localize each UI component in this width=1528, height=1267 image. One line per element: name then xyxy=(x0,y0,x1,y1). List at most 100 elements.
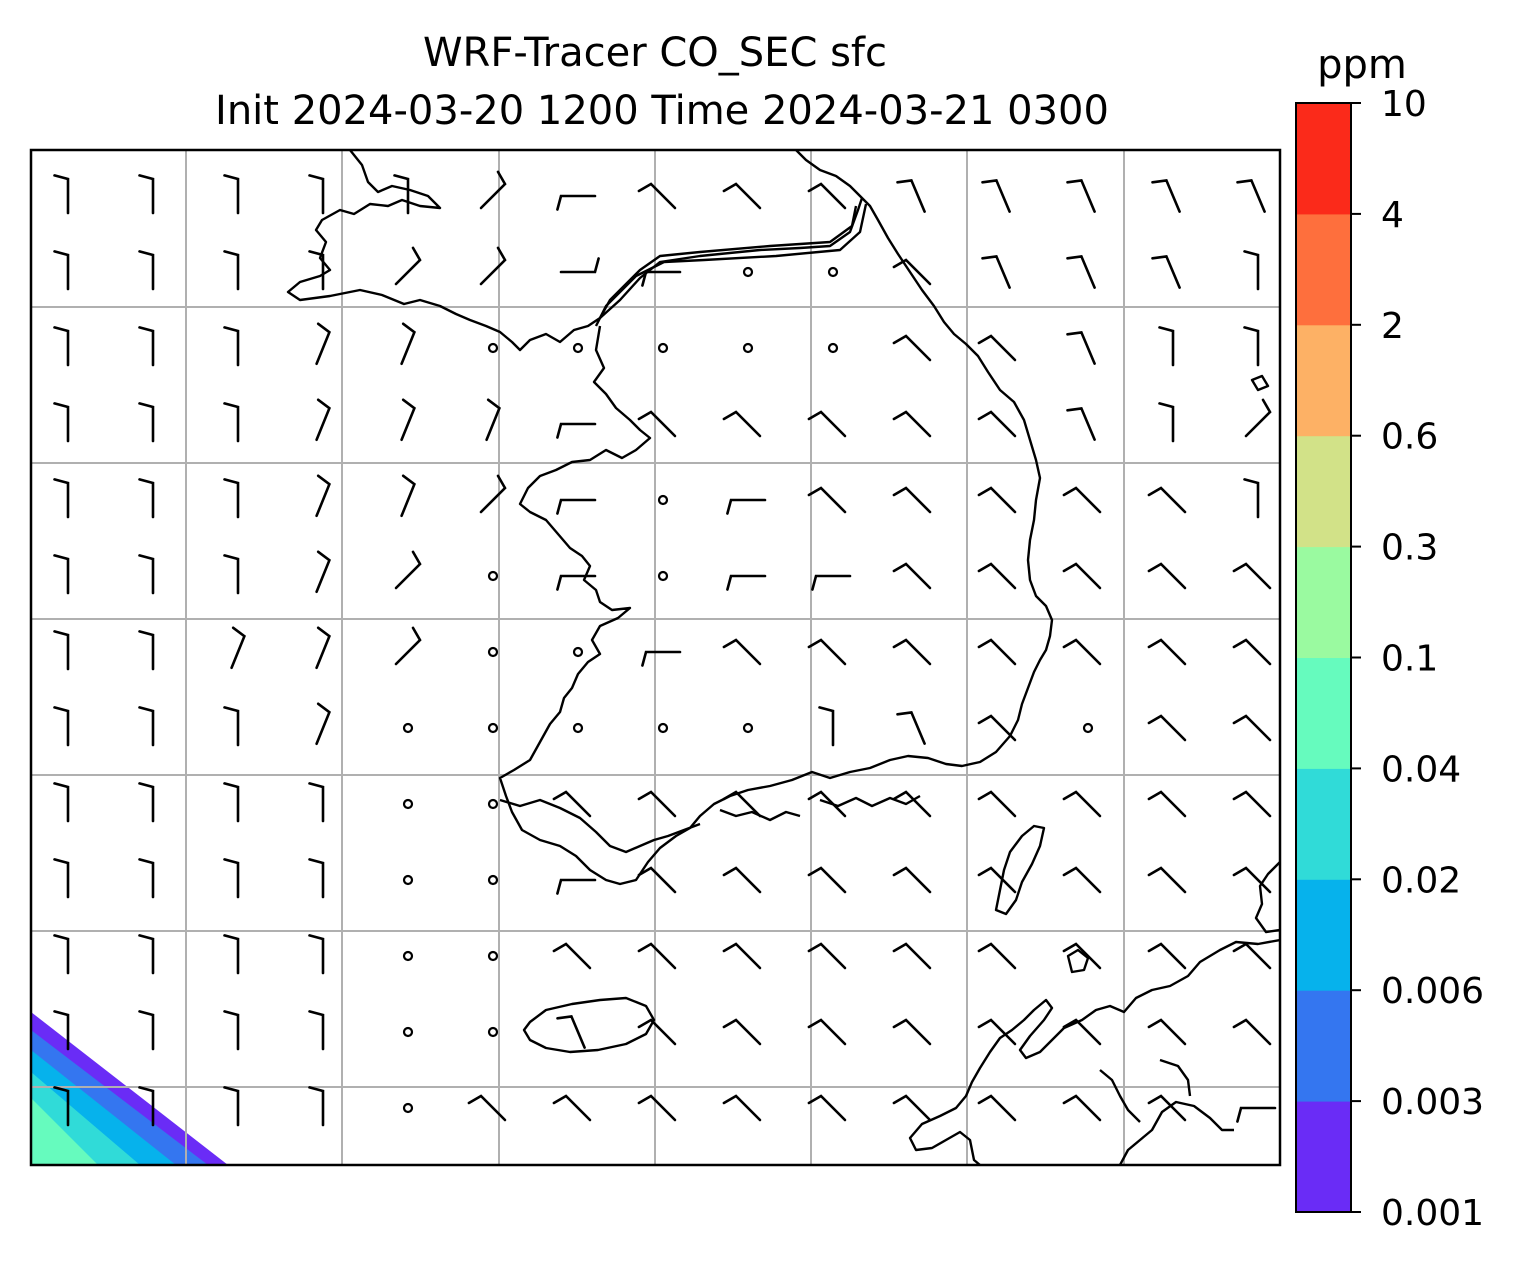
wind-barb-nne xyxy=(315,626,331,670)
wind-barb-nw xyxy=(1062,486,1102,514)
wind-barb-nnw xyxy=(1066,178,1096,213)
wind-barb-n xyxy=(308,1010,325,1051)
wind-barb-calm xyxy=(572,342,584,354)
wind-barb-nw xyxy=(1062,1094,1102,1122)
wind-barb-nw xyxy=(637,790,677,818)
wind-barb-nne xyxy=(315,474,331,518)
wind-barb-nw xyxy=(722,182,762,210)
wind-barb-calm xyxy=(487,646,499,658)
wind-barb-nw xyxy=(977,638,1017,666)
colorbar-bands xyxy=(1296,103,1351,1213)
river-border-1 xyxy=(598,205,858,319)
wind-barb-nw xyxy=(977,1018,1017,1046)
wind-barb-n xyxy=(1158,402,1175,443)
wind-barb-n xyxy=(223,1010,240,1051)
map-subtitle: Init 2024-03-20 1200 Time 2024-03-21 030… xyxy=(215,88,1109,134)
coastline-japan-kyushu xyxy=(908,938,1280,1165)
island-east-small xyxy=(1250,374,1270,392)
wind-barb-n xyxy=(223,782,240,823)
wind-barb-n xyxy=(223,478,240,519)
wind-barb-n xyxy=(308,934,325,975)
wind-barb-n xyxy=(138,706,155,747)
wind-barb-nw xyxy=(1147,790,1187,818)
wind-barb-n xyxy=(138,1086,155,1127)
wind-barb-nne xyxy=(400,322,416,366)
colorbar-tick-label: 0.02 xyxy=(1381,860,1461,901)
wind-barb-nw xyxy=(1062,790,1102,818)
wind-barb-calm xyxy=(657,570,669,582)
colorbar-band-0.001-0.003 xyxy=(1296,1101,1351,1213)
wind-barb-nne xyxy=(315,398,331,442)
wind-barb-n xyxy=(393,174,410,215)
wind-barb-n xyxy=(308,174,325,215)
wind-barb-nnw xyxy=(1151,254,1181,289)
wind-barb-nw xyxy=(807,1094,847,1122)
map-title: WRF-Tracer CO_SEC sfc xyxy=(423,30,887,76)
wind-barb-nw xyxy=(1147,638,1187,666)
wind-barb-nw xyxy=(637,182,677,210)
wind-barb-nnw xyxy=(896,178,926,213)
colorbar-unit-label: ppm xyxy=(1317,42,1407,88)
wind-barb-nnw xyxy=(1066,254,1096,289)
wind-barb-w xyxy=(556,194,597,211)
wind-barb-calm xyxy=(487,1026,499,1038)
wind-barb-n xyxy=(138,554,155,595)
wind-barb-nnw xyxy=(1236,178,1266,213)
wind-barb-w xyxy=(641,270,682,287)
wind-barb-calm xyxy=(742,342,754,354)
wind-barb-nw xyxy=(977,486,1017,514)
wind-barb-nw xyxy=(722,942,762,970)
wind-barb-n xyxy=(53,174,70,215)
wind-barb-nw xyxy=(807,1018,847,1046)
map-frame xyxy=(29,148,1282,1167)
wind-barb-n xyxy=(138,174,155,215)
wind-barb-calm xyxy=(657,342,669,354)
wind-barb-nw xyxy=(552,790,592,818)
coastlines xyxy=(286,150,1280,1165)
wind-barb-nw xyxy=(1232,562,1272,590)
wind-barb-n xyxy=(138,478,155,519)
colorbar-tick-label: 4 xyxy=(1381,195,1404,236)
wind-barb-nw xyxy=(722,790,762,818)
wind-barb-nnw xyxy=(981,254,1011,289)
wind-barb-nw xyxy=(1147,486,1187,514)
wind-barb-n xyxy=(53,326,70,367)
wind-barb-nw xyxy=(637,1094,677,1122)
wind-barb-calm xyxy=(657,722,669,734)
wind-barb-nw xyxy=(1062,866,1102,894)
wind-barb-w xyxy=(556,574,597,591)
wind-barb-nw xyxy=(1062,562,1102,590)
wind-barb-calm xyxy=(402,874,414,886)
coastline-japan-honshu xyxy=(1254,861,1280,934)
colorbar-tick-label: 10 xyxy=(1381,84,1427,125)
wind-barb-n xyxy=(308,1086,325,1127)
wind-barb-nw xyxy=(722,866,762,894)
wind-barb-w xyxy=(726,574,767,591)
lat-lon-gridlines xyxy=(31,150,1280,1165)
wind-barb-nw xyxy=(552,942,592,970)
wind-barb-nw xyxy=(892,866,932,894)
wind-barb-calm xyxy=(402,798,414,810)
wind-barb-nw xyxy=(722,1018,762,1046)
colorbar-tick-label: 0.04 xyxy=(1381,749,1461,790)
wind-barb-n xyxy=(308,250,325,291)
wind-barb-nw xyxy=(1232,866,1272,894)
wind-barb-nnw xyxy=(896,710,926,745)
wind-barb-n xyxy=(53,630,70,671)
wind-barb-nw xyxy=(892,334,932,362)
wind-barb-n xyxy=(308,858,325,899)
wind-barb-nw xyxy=(807,942,847,970)
wind-barb-nw xyxy=(807,182,847,210)
wind-barb-nne xyxy=(230,626,246,670)
wind-barb-nw xyxy=(1232,638,1272,666)
wind-barb-nnw xyxy=(1066,406,1096,441)
colorbar-band-0.3-0.6 xyxy=(1296,435,1351,548)
wind-barb-n xyxy=(223,1086,240,1127)
wind-barb-nw xyxy=(807,866,847,894)
wind-barb-nw xyxy=(637,1018,677,1046)
wind-barb-nw xyxy=(1232,714,1272,742)
wind-barb-nw xyxy=(722,1094,762,1122)
wind-barb-calm xyxy=(657,494,669,506)
wind-barb-nw xyxy=(637,866,677,894)
wind-barb-calm xyxy=(742,722,754,734)
